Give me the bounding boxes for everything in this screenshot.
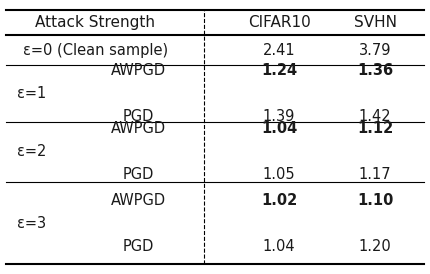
Text: Attack Strength: Attack Strength <box>35 15 155 30</box>
Text: PGD: PGD <box>123 167 154 182</box>
Text: 1.36: 1.36 <box>357 63 393 78</box>
Text: ε=2: ε=2 <box>17 144 46 159</box>
Text: 1.04: 1.04 <box>263 239 295 254</box>
Text: ε=3: ε=3 <box>17 216 46 231</box>
Text: 1.12: 1.12 <box>357 121 393 136</box>
Text: SVHN: SVHN <box>354 15 397 30</box>
Text: 2.41: 2.41 <box>263 43 295 58</box>
Text: 1.10: 1.10 <box>357 193 393 208</box>
Text: 1.20: 1.20 <box>359 239 392 254</box>
Text: 1.42: 1.42 <box>359 109 392 124</box>
Text: AWPGD: AWPGD <box>111 63 166 78</box>
Text: AWPGD: AWPGD <box>111 193 166 208</box>
Text: 1.24: 1.24 <box>261 63 297 78</box>
Text: 1.04: 1.04 <box>261 121 297 136</box>
Text: 1.02: 1.02 <box>261 193 297 208</box>
Text: CIFAR10: CIFAR10 <box>248 15 310 30</box>
Text: AWPGD: AWPGD <box>111 121 166 136</box>
Text: PGD: PGD <box>123 239 154 254</box>
Text: ε=0 (Clean sample): ε=0 (Clean sample) <box>23 43 168 58</box>
Text: 1.39: 1.39 <box>263 109 295 124</box>
Text: 3.79: 3.79 <box>359 43 391 58</box>
Text: 1.05: 1.05 <box>263 167 295 182</box>
Text: PGD: PGD <box>123 109 154 124</box>
Text: 1.17: 1.17 <box>359 167 392 182</box>
Text: ε=1: ε=1 <box>17 86 46 101</box>
